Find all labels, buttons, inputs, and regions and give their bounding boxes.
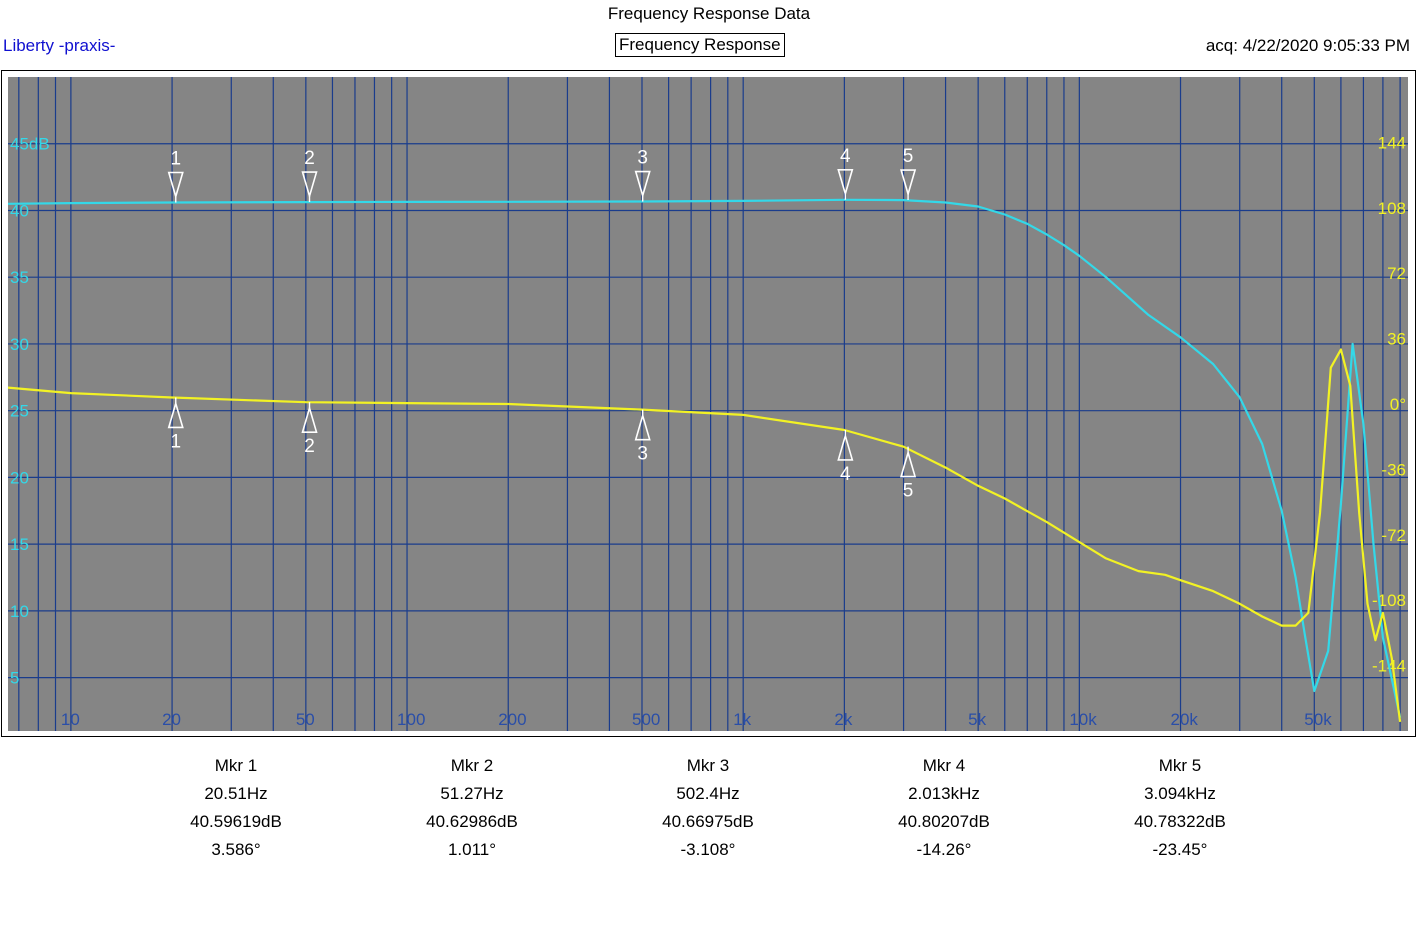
y-right-tick-label: 72 <box>1387 264 1406 283</box>
marker-column-2: Mkr 2 51.27Hz 40.62986dB 1.011° <box>392 752 552 864</box>
y-left-tick-label: 15 <box>10 535 29 554</box>
x-tick-label: 1k <box>733 710 751 729</box>
marker-column-3: Mkr 3 502.4Hz 40.66975dB -3.108° <box>628 752 788 864</box>
x-tick-label: 10k <box>1069 710 1097 729</box>
page-title: Frequency Response Data <box>607 4 811 23</box>
y-left-tick-label: 10 <box>10 602 29 621</box>
marker-gain: 40.62986dB <box>426 812 518 831</box>
subtitle-box: Frequency Response <box>615 33 785 57</box>
phase-marker <box>301 405 318 433</box>
marker-column-5: Mkr 5 3.094kHz 40.78322dB -23.45° <box>1100 752 1260 864</box>
marker-name: Mkr 3 <box>686 756 730 775</box>
x-tick-label: 50 <box>296 710 315 729</box>
plot-background <box>8 77 1408 731</box>
phase-marker <box>900 449 917 478</box>
marker-frequency: 502.4Hz <box>676 784 740 803</box>
phase-marker-label: 2 <box>304 436 315 457</box>
y-right-tick-label: 144 <box>1378 133 1406 152</box>
y-left-tick-label: 30 <box>10 335 29 354</box>
phase-marker-label: 5 <box>903 481 914 502</box>
marker-gain: 40.66975dB <box>662 812 754 831</box>
gain-marker-label: 2 <box>304 148 315 169</box>
marker-frequency: 3.094kHz <box>1144 784 1216 803</box>
phase-marker <box>634 412 651 441</box>
frequency-response-plot: 10 20 50 100 200 500 1k 2k 5k 10k 20k 50k45dB403530… <box>7 77 1408 731</box>
gain-marker <box>167 171 184 200</box>
phase-marker-label: 4 <box>840 464 851 485</box>
y-right-tick-label: -108 <box>1372 591 1406 610</box>
marker-name: Mkr 4 <box>922 756 966 775</box>
x-tick-label: 2k <box>834 710 852 729</box>
gain-curve <box>7 198 1402 718</box>
phase-marker <box>837 433 854 461</box>
gain-marker <box>837 168 854 197</box>
gain-marker-label: 1 <box>170 149 181 170</box>
marker-phase: 1.011° <box>447 840 497 859</box>
x-tick-label: 500 <box>632 710 660 729</box>
phase-marker <box>167 400 184 429</box>
marker-phase: -14.26° <box>916 840 972 859</box>
marker-column-4: Mkr 4 2.013kHz 40.80207dB -14.26° <box>864 752 1024 864</box>
x-tick-label: 10 <box>61 710 80 729</box>
y-left-tick-label: 20 <box>10 468 29 487</box>
y-left-tick-label: 45dB <box>10 135 50 154</box>
x-tick-label: 200 <box>498 710 526 729</box>
y-left-tick-label: 25 <box>10 402 29 421</box>
y-right-tick-label: 0° <box>1390 395 1406 414</box>
acquisition-timestamp: acq: 4/22/2020 9:05:33 PM <box>1205 36 1410 55</box>
x-tick-label: 50k <box>1304 710 1332 729</box>
brand-label: Liberty -praxis- <box>3 36 116 55</box>
gain-marker-label: 4 <box>840 146 851 167</box>
phase-marker-label: 1 <box>170 431 181 452</box>
marker-gain: 40.78322dB <box>1134 812 1226 831</box>
gain-marker <box>634 170 651 199</box>
y-right-tick-label: 36 <box>1387 330 1406 349</box>
marker-name: Mkr 1 <box>214 756 258 775</box>
marker-phase: -3.108° <box>680 840 736 859</box>
chart-frame: 10 20 50 100 200 500 1k 2k 5k 10k 20k 50k 45dB 40 35 30… <box>1 70 1416 737</box>
x-tick-label: 20 <box>162 710 181 729</box>
gain-marker <box>301 171 318 199</box>
phase-curve <box>7 348 1402 723</box>
marker-frequency: 2.013kHz <box>908 784 980 803</box>
marker-name: Mkr 5 <box>1158 756 1202 775</box>
marker-gain: 40.80207dB <box>898 812 990 831</box>
marker-gain: 40.59619dB <box>190 812 282 831</box>
gain-marker <box>900 169 917 197</box>
y-left-tick-label: 5 <box>10 669 19 688</box>
marker-frequency: 51.27Hz <box>440 784 504 803</box>
y-left-tick-label: 40 <box>10 201 29 220</box>
gain-marker-label: 3 <box>637 148 648 169</box>
x-tick-label: 100 <box>397 710 425 729</box>
marker-phase: -23.45° <box>1152 840 1208 859</box>
marker-phase: 3.586° <box>211 840 261 859</box>
phase-marker-label: 3 <box>637 444 648 465</box>
x-tick-label: 20k <box>1171 710 1199 729</box>
x-tick-label: 5k <box>968 710 986 729</box>
marker-name: Mkr 2 <box>450 756 494 775</box>
y-right-tick-label: 108 <box>1378 199 1406 218</box>
y-left-tick-label: 35 <box>10 268 29 287</box>
gain-marker-label: 5 <box>903 146 914 167</box>
marker-frequency: 20.51Hz <box>204 784 268 803</box>
y-right-tick-label: -36 <box>1381 460 1406 479</box>
marker-column-1: Mkr 1 20.51Hz 40.59619dB 3.586° <box>156 752 316 864</box>
y-right-tick-label: -72 <box>1381 526 1406 545</box>
